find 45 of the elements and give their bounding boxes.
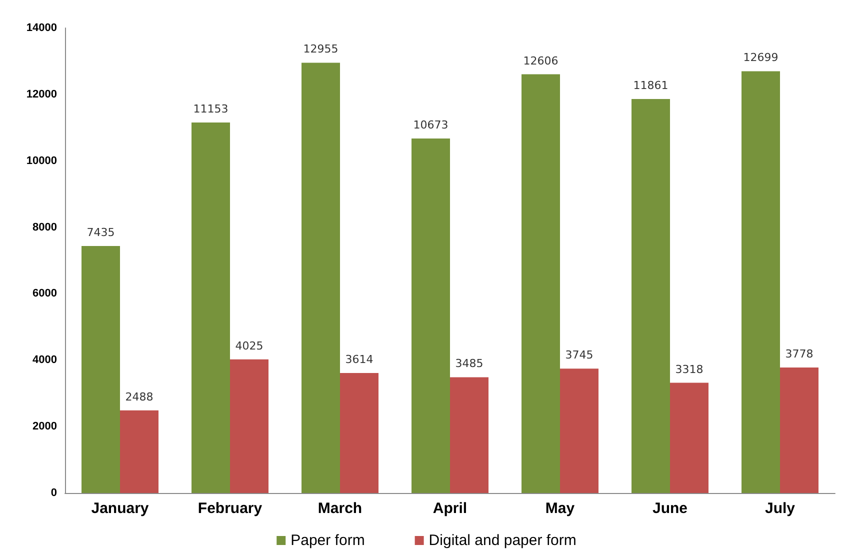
y-tick-label: 4000: [32, 354, 57, 366]
bar: [780, 368, 818, 493]
data-label: 2488: [125, 390, 154, 404]
data-label: 3485: [455, 357, 484, 370]
legend-label: Paper form: [290, 532, 365, 549]
bar: [340, 372, 378, 493]
bar: [302, 62, 340, 493]
data-label: 3778: [785, 348, 814, 361]
x-tick-label: April: [432, 500, 468, 517]
data-label: 10673: [413, 118, 448, 132]
bar: [522, 74, 560, 493]
y-tick-label: 12000: [26, 88, 57, 100]
x-tick-label: February: [198, 500, 263, 517]
x-tick-label: July: [764, 500, 796, 517]
data-label: 12699: [743, 51, 778, 64]
data-label: 3745: [565, 348, 594, 362]
y-tick-label: 10000: [26, 154, 57, 167]
bar: [560, 368, 598, 493]
y-tick-label: 8000: [32, 221, 57, 234]
data-label: 3614: [345, 352, 374, 366]
data-label: 11153: [193, 102, 228, 116]
legend-label: Digital and paper form: [428, 532, 576, 549]
bar: [230, 359, 268, 493]
bar: [670, 382, 708, 493]
bar: [450, 377, 488, 493]
y-tick-label: 6000: [32, 288, 57, 300]
data-label: 3318: [675, 362, 704, 376]
data-label: 12606: [523, 54, 558, 68]
bar: [82, 246, 120, 493]
bar: [412, 138, 450, 493]
bar: [192, 122, 230, 493]
x-tick-label: June: [652, 500, 688, 517]
data-label: 11861: [633, 79, 668, 92]
x-tick-label: January: [91, 500, 150, 517]
bar: [120, 410, 158, 493]
x-tick-label: March: [318, 500, 362, 517]
x-tick-label: May: [545, 500, 576, 517]
y-tick-label: 2000: [32, 420, 57, 433]
data-label: 7435: [86, 226, 115, 240]
y-tick-label: 14000: [26, 22, 57, 34]
data-label: 4025: [235, 339, 264, 352]
bar: [632, 99, 670, 493]
bar: [742, 71, 780, 493]
data-label: 12955: [303, 42, 338, 56]
y-tick-label: 0: [50, 487, 57, 499]
